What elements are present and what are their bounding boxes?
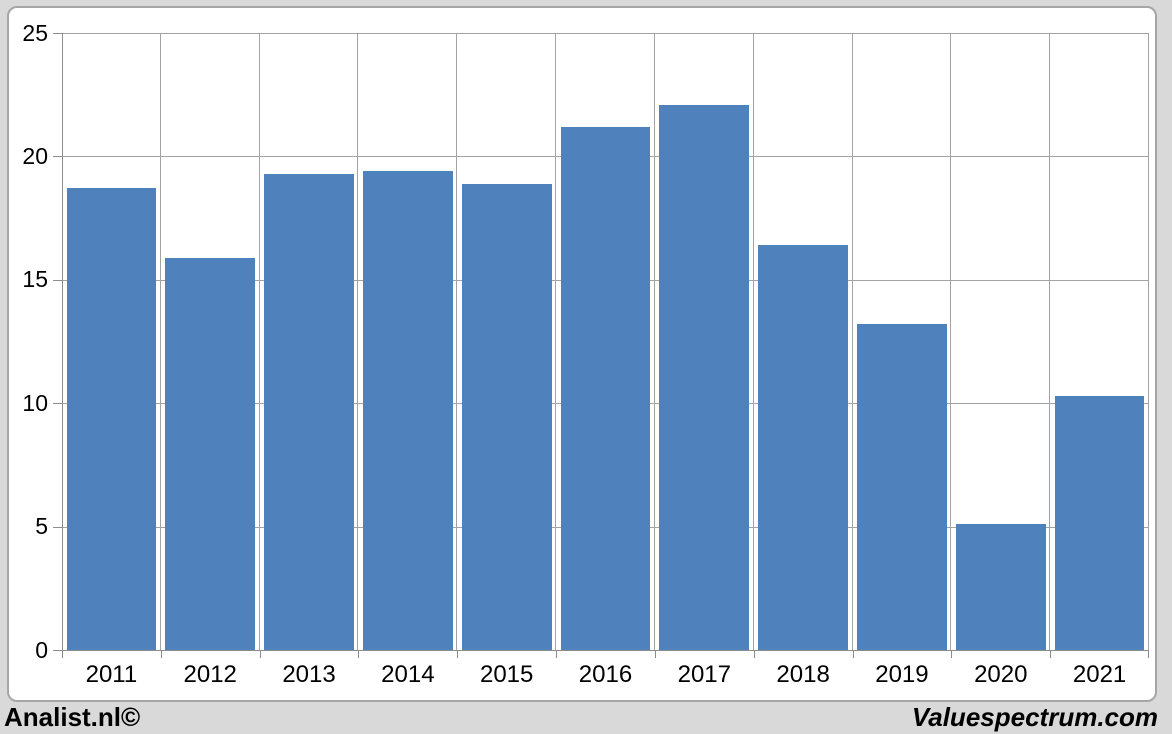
x-gridline-3 xyxy=(357,33,358,650)
x-tick-2 xyxy=(260,650,261,658)
y-gridline-25 xyxy=(62,33,1149,34)
y-tick-label-5: 5 xyxy=(35,513,48,540)
x-tick-9 xyxy=(951,650,952,658)
x-gridline-8 xyxy=(852,33,853,650)
x-axis-line xyxy=(62,650,1149,651)
x-tick-label-2013: 2013 xyxy=(282,661,336,688)
x-tick-7 xyxy=(754,650,755,658)
x-tick-label-2019: 2019 xyxy=(875,661,929,688)
bar-2013 xyxy=(264,173,354,650)
x-tick-3 xyxy=(358,650,359,658)
x-gridline-9 xyxy=(950,33,951,650)
bar-2021 xyxy=(1054,395,1145,650)
y-tick-label-20: 20 xyxy=(22,142,48,169)
plot-area: 0 5 10 15 20 25 2011 2012 2013 2014 2015 2016 2017 20… xyxy=(22,21,1149,688)
bar-2012 xyxy=(165,257,256,650)
x-gridline-7 xyxy=(753,33,754,650)
x-gridline-5 xyxy=(555,33,556,650)
x-tick-label-2015: 2015 xyxy=(479,661,534,688)
x-tick-11 xyxy=(1148,650,1149,658)
x-tick-label-2016: 2016 xyxy=(578,661,633,688)
bar-2017 xyxy=(659,104,750,650)
x-gridline-11 xyxy=(1148,33,1149,650)
y-tick-label-25: 25 xyxy=(22,19,48,46)
x-tick-6 xyxy=(655,650,656,658)
bar-2014 xyxy=(362,171,453,650)
x-tick-8 xyxy=(853,650,854,658)
y-tick-20 xyxy=(53,156,62,158)
y-tick-25 xyxy=(53,33,62,34)
bar-2018 xyxy=(758,245,849,650)
x-tick-label-2011: 2011 xyxy=(85,661,138,688)
x-tick-label-2018: 2018 xyxy=(776,661,830,688)
y-axis-line xyxy=(62,33,63,650)
bar-2011 xyxy=(66,188,157,650)
y-tick-label-15: 15 xyxy=(22,266,48,293)
y-tick-15 xyxy=(53,279,62,281)
x-tick-label-2012: 2012 xyxy=(183,661,237,688)
x-tick-10 xyxy=(1050,650,1051,658)
y-tick-label-10: 10 xyxy=(22,389,48,416)
y-tick-5 xyxy=(53,526,62,528)
bar-2016 xyxy=(560,126,651,650)
x-tick-4 xyxy=(457,650,458,658)
source-branding-analist: Analist.nl© xyxy=(4,701,141,732)
x-tick-1 xyxy=(161,650,162,658)
x-gridline-1 xyxy=(160,33,161,650)
bar-2020 xyxy=(955,524,1046,650)
bar-2019 xyxy=(857,324,947,650)
x-gridline-4 xyxy=(456,33,457,650)
x-tick-0 xyxy=(62,650,63,658)
x-gridline-6 xyxy=(654,33,655,650)
x-gridline-10 xyxy=(1049,33,1050,650)
x-tick-5 xyxy=(556,650,557,658)
y-tick-10 xyxy=(53,403,62,405)
x-gridline-2 xyxy=(259,33,260,650)
source-branding-valuespectrum: Valuespectrum.com xyxy=(911,701,1158,732)
footer-bar: Analist.nl© Valuespectrum.com xyxy=(0,702,1172,734)
bar-2015 xyxy=(461,183,552,650)
y-tick-label-0: 0 xyxy=(35,636,48,663)
x-tick-label-2020: 2020 xyxy=(974,661,1028,688)
x-tick-label-2021: 2021 xyxy=(1072,661,1127,688)
y-tick-0 xyxy=(53,650,62,651)
x-tick-label-2014: 2014 xyxy=(381,661,435,688)
x-tick-label-2017: 2017 xyxy=(677,661,731,688)
